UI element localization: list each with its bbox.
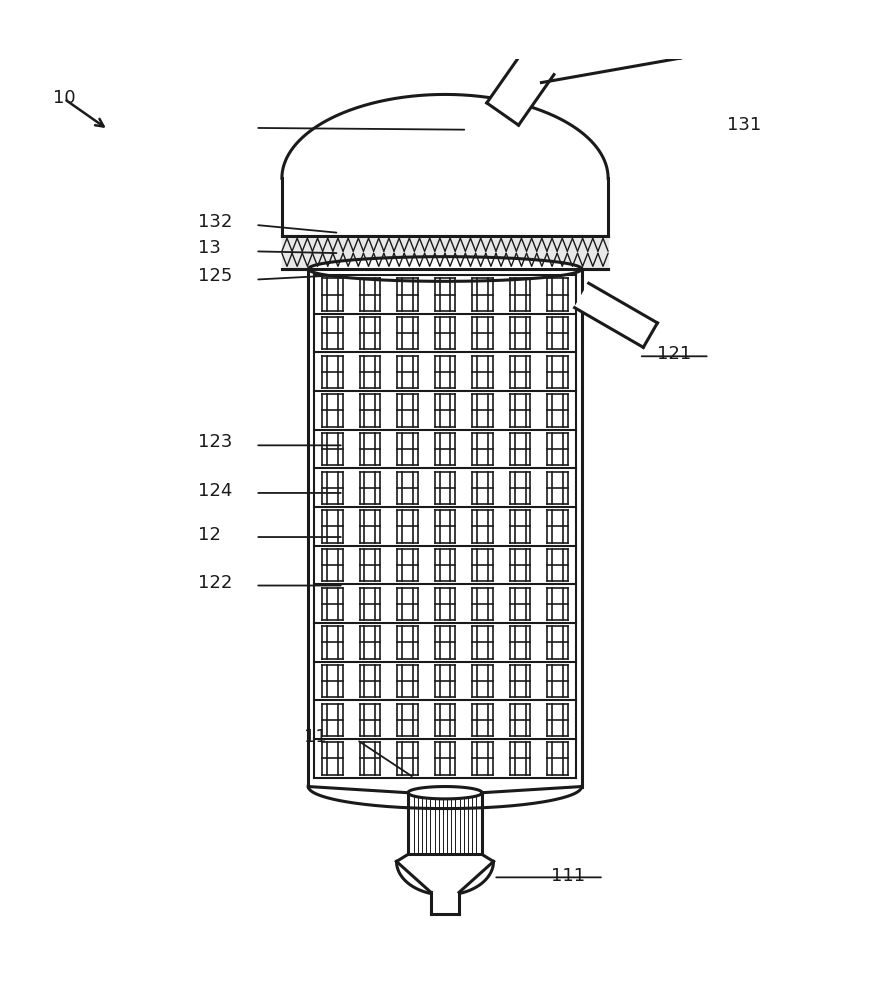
Text: 131: 131 — [727, 116, 761, 134]
Polygon shape — [308, 787, 582, 809]
Text: 125: 125 — [198, 267, 232, 285]
Polygon shape — [408, 793, 482, 854]
Polygon shape — [408, 787, 482, 799]
Text: 111: 111 — [551, 867, 585, 885]
Text: 132: 132 — [198, 213, 232, 231]
Polygon shape — [397, 861, 493, 895]
Polygon shape — [535, 20, 680, 83]
Polygon shape — [282, 235, 608, 269]
Text: 124: 124 — [198, 482, 232, 500]
Polygon shape — [487, 52, 554, 125]
Text: 123: 123 — [198, 433, 232, 451]
Text: 12: 12 — [198, 526, 221, 544]
Polygon shape — [308, 787, 582, 793]
Text: 11: 11 — [303, 728, 327, 746]
Text: 10: 10 — [53, 89, 76, 107]
Text: 122: 122 — [198, 574, 232, 592]
Polygon shape — [431, 892, 459, 914]
Text: 121: 121 — [657, 345, 691, 363]
Polygon shape — [282, 94, 608, 178]
Polygon shape — [308, 257, 582, 281]
Text: 13: 13 — [198, 239, 221, 257]
Polygon shape — [575, 283, 658, 347]
